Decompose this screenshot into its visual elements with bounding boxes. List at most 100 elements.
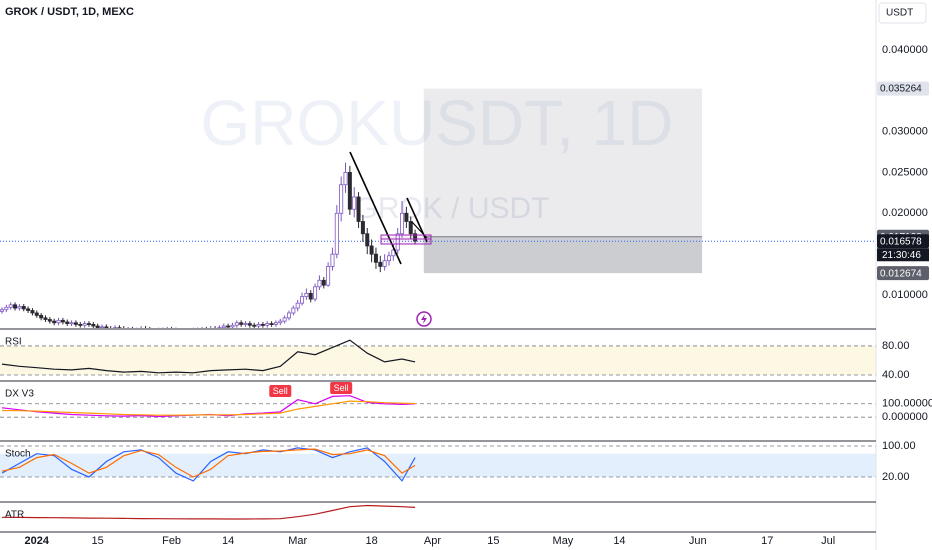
stop-label-box xyxy=(877,266,929,281)
pane-title: ATR xyxy=(5,510,24,521)
candle-body xyxy=(382,260,387,267)
y-tick-label: 0.040000 xyxy=(882,44,928,56)
candle-body xyxy=(273,322,278,325)
x-tick-label: 18 xyxy=(365,535,377,547)
currency: USDT xyxy=(886,8,913,19)
target-zone xyxy=(423,88,703,237)
indicator-line xyxy=(1,504,416,520)
x-tick-label: Jun xyxy=(689,535,707,547)
candle-body xyxy=(243,323,248,325)
signal-label: Sell xyxy=(334,383,349,393)
signal-label: Sell xyxy=(273,386,288,396)
candle-body xyxy=(95,325,100,328)
price-pane xyxy=(0,88,876,328)
candle-body xyxy=(8,304,13,308)
indicator-line xyxy=(1,448,416,478)
candle-body xyxy=(330,253,335,267)
candle-body xyxy=(221,325,226,328)
candle-body xyxy=(252,324,257,327)
y-tick-label: 0.000000 xyxy=(882,411,928,423)
y-tick-label: 0.030000 xyxy=(882,126,928,138)
stop-label: 0.012674 xyxy=(880,268,922,279)
candle-body xyxy=(78,324,83,326)
candle-body xyxy=(234,322,239,326)
x-tick-label: 15 xyxy=(92,535,104,547)
y-tick-label: 0.020000 xyxy=(882,207,928,219)
candle-body xyxy=(256,324,261,327)
x-tick-label: Feb xyxy=(162,535,181,547)
candle-body xyxy=(373,253,378,263)
candle-body xyxy=(21,306,26,310)
watermark-sub: GROK / USDT xyxy=(354,192,549,225)
candle-body xyxy=(408,221,413,235)
indicator-line xyxy=(1,447,416,482)
pane-title: DX V3 xyxy=(5,389,34,400)
indicator-pane xyxy=(0,339,876,376)
candle-body xyxy=(226,325,231,328)
pane-title: Stoch xyxy=(5,449,31,460)
candle-body xyxy=(26,308,31,311)
candle-body xyxy=(269,323,274,325)
last-price-label: 0.016578 xyxy=(880,236,922,247)
candle-body xyxy=(317,279,322,288)
candle-body xyxy=(413,233,418,242)
candle-body xyxy=(230,324,235,328)
candle-body xyxy=(291,307,296,314)
candle-body xyxy=(100,326,105,328)
y-tick-label: 40.00 xyxy=(882,369,910,381)
candle-body xyxy=(217,327,222,328)
candle-body xyxy=(400,212,405,235)
x-tick-label: 2024 xyxy=(25,535,50,547)
pane-band xyxy=(0,345,876,375)
candle-body xyxy=(391,249,396,257)
candle-body xyxy=(56,319,61,324)
candle-body xyxy=(0,309,4,312)
candle-body xyxy=(304,292,309,298)
y-tick-label: 100.000000 xyxy=(882,398,932,410)
candle-body xyxy=(60,319,65,323)
indicator-panes: 80.00 40.00 RSI 100.0000000.000000 Sell Sell D… xyxy=(0,337,932,521)
chart-title: GROK / USDT, 1D, MEXC xyxy=(5,6,134,18)
axes: 0.010000 0.020000 0.025000 0.030000 0.040000… xyxy=(25,44,929,547)
candle-body xyxy=(52,320,57,324)
x-tick-label: 17 xyxy=(761,535,773,547)
candle-body xyxy=(313,286,318,300)
candle-body xyxy=(91,324,96,327)
y-tick-label: 80.00 xyxy=(882,340,910,352)
indicator-line xyxy=(1,400,416,416)
indicator-pane xyxy=(1,504,416,520)
pane-title: RSI xyxy=(5,337,22,348)
candle-body xyxy=(282,317,287,322)
x-tick-label: Mar xyxy=(288,535,307,547)
y-tick-label: 0.010000 xyxy=(882,289,928,301)
candle-body xyxy=(347,172,352,210)
candle-body xyxy=(308,292,313,300)
candle-body xyxy=(239,322,244,325)
candle-body xyxy=(82,323,87,326)
candle-body xyxy=(34,312,39,316)
candle-body xyxy=(360,221,365,235)
trendline xyxy=(349,151,402,265)
currency-button[interactable] xyxy=(878,2,927,24)
candle-body xyxy=(117,327,122,328)
target-label: 0.035264 xyxy=(880,84,922,95)
target-label-box xyxy=(877,81,929,96)
candle-body xyxy=(369,245,374,255)
candle-body xyxy=(404,212,409,222)
indicator-pane xyxy=(0,395,876,418)
candle-body xyxy=(343,172,348,186)
x-tick-label: Jul xyxy=(821,535,835,547)
x-tick-label: 14 xyxy=(222,535,234,547)
drawings xyxy=(349,151,432,327)
candle-body xyxy=(339,184,344,214)
candle-body xyxy=(260,324,265,326)
candle-body xyxy=(13,304,18,309)
candle-body xyxy=(247,323,252,326)
candle-body xyxy=(69,322,74,325)
pane-band xyxy=(0,453,876,478)
signal-badge xyxy=(269,385,292,397)
candle-body xyxy=(4,306,9,311)
stop-zone xyxy=(423,236,703,274)
candle-body xyxy=(73,322,78,325)
last-price-label-box xyxy=(877,234,929,249)
